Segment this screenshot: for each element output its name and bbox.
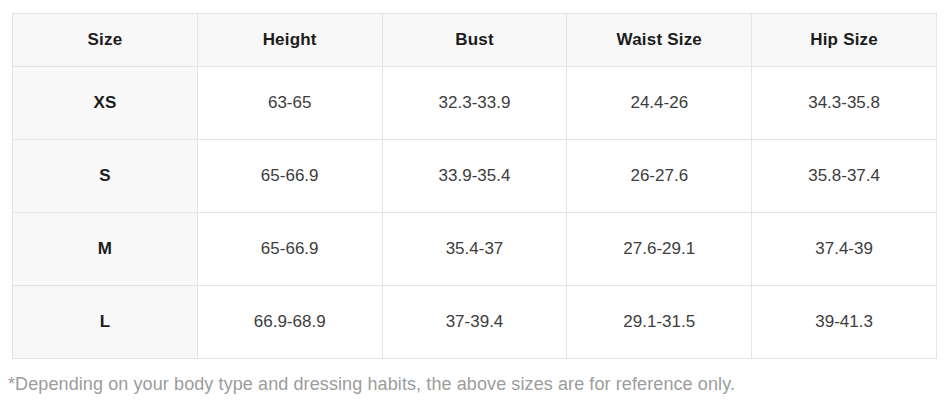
height-cell: 66.9-68.9 (197, 286, 382, 359)
size-label: L (13, 286, 198, 359)
waist-cell: 29.1-31.5 (567, 286, 752, 359)
table-row-xs: XS 63-65 32.3-33.9 24.4-26 34.3-35.8 (13, 67, 937, 140)
hip-cell: 37.4-39 (752, 213, 937, 286)
column-header-height: Height (197, 14, 382, 67)
hip-cell: 39-41.3 (752, 286, 937, 359)
column-header-size: Size (13, 14, 198, 67)
size-chart-body: XS 63-65 32.3-33.9 24.4-26 34.3-35.8 S 6… (13, 67, 937, 359)
bust-cell: 37-39.4 (382, 286, 567, 359)
bust-cell: 32.3-33.9 (382, 67, 567, 140)
bust-cell: 33.9-35.4 (382, 140, 567, 213)
size-label: M (13, 213, 198, 286)
table-row-s: S 65-66.9 33.9-35.4 26-27.6 35.8-37.4 (13, 140, 937, 213)
hip-cell: 34.3-35.8 (752, 67, 937, 140)
header-row: Size Height Bust Waist Size Hip Size (13, 14, 937, 67)
size-label: S (13, 140, 198, 213)
bust-cell: 35.4-37 (382, 213, 567, 286)
waist-cell: 26-27.6 (567, 140, 752, 213)
waist-cell: 24.4-26 (567, 67, 752, 140)
size-chart-page: Size Height Bust Waist Size Hip Size XS … (0, 0, 944, 410)
size-chart-table: Size Height Bust Waist Size Hip Size XS … (12, 13, 937, 359)
height-cell: 63-65 (197, 67, 382, 140)
table-row-l: L 66.9-68.9 37-39.4 29.1-31.5 39-41.3 (13, 286, 937, 359)
size-label: XS (13, 67, 198, 140)
height-cell: 65-66.9 (197, 213, 382, 286)
waist-cell: 27.6-29.1 (567, 213, 752, 286)
size-chart-footnote: *Depending on your body type and dressin… (8, 374, 735, 395)
table-row-m: M 65-66.9 35.4-37 27.6-29.1 37.4-39 (13, 213, 937, 286)
size-chart-header: Size Height Bust Waist Size Hip Size (13, 14, 937, 67)
column-header-hip-size: Hip Size (752, 14, 937, 67)
column-header-waist-size: Waist Size (567, 14, 752, 67)
column-header-bust: Bust (382, 14, 567, 67)
height-cell: 65-66.9 (197, 140, 382, 213)
hip-cell: 35.8-37.4 (752, 140, 937, 213)
